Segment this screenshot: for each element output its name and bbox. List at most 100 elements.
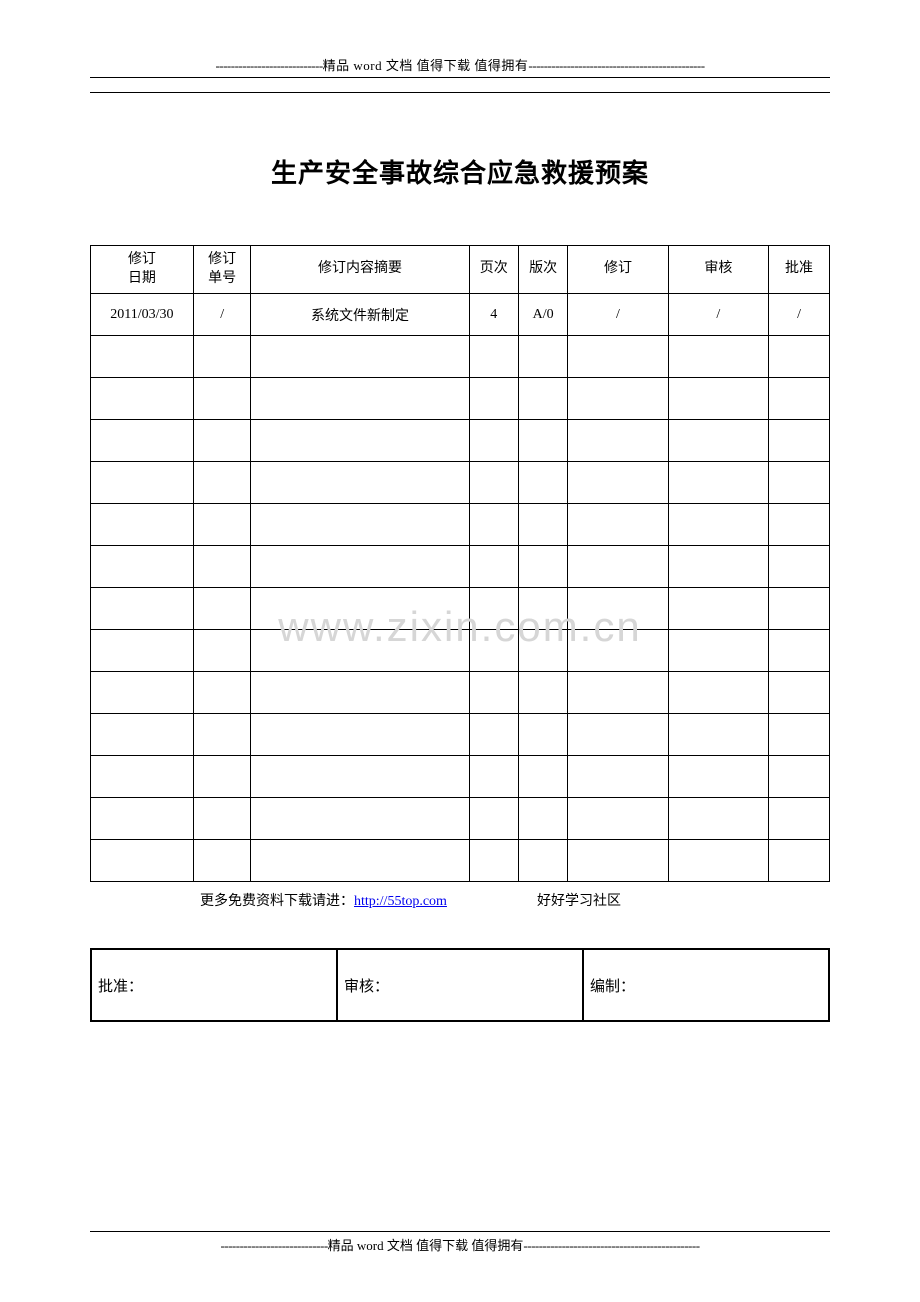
cell-order	[193, 588, 251, 630]
cell-approved	[769, 630, 830, 672]
cell-reviewed	[668, 714, 768, 756]
signoff-approve: 批准：	[91, 949, 337, 1021]
header-dashes-left: ----------------------------	[215, 58, 322, 73]
cell-order	[193, 420, 251, 462]
cell-date	[91, 798, 194, 840]
cell-reviewed	[668, 756, 768, 798]
header-text-suffix: 文档 值得下载 值得拥有	[382, 58, 528, 73]
cell-page	[469, 378, 518, 420]
cell-approved	[769, 798, 830, 840]
cell-page	[469, 462, 518, 504]
th-order: 修订单号	[193, 246, 251, 294]
cell-summary	[251, 714, 469, 756]
cell-version	[518, 420, 567, 462]
cell-date	[91, 630, 194, 672]
cell-version	[518, 504, 567, 546]
cell-reviewed	[668, 798, 768, 840]
cell-page	[469, 588, 518, 630]
cell-summary: 系统文件新制定	[251, 294, 469, 336]
cell-approved	[769, 840, 830, 882]
cell-order: /	[193, 294, 251, 336]
cell-summary	[251, 546, 469, 588]
table-row	[91, 714, 830, 756]
cell-summary	[251, 420, 469, 462]
cell-version	[518, 672, 567, 714]
cell-modified	[568, 714, 668, 756]
footer-text-suffix: 文档 值得下载 值得拥有	[384, 1238, 524, 1253]
cell-order	[193, 630, 251, 672]
cell-date	[91, 840, 194, 882]
download-link[interactable]: http://55top.com	[354, 894, 447, 909]
cell-approved	[769, 336, 830, 378]
cell-date: 2011/03/30	[91, 294, 194, 336]
table-row	[91, 420, 830, 462]
download-link-row: 更多免费资料下载请进：http://55top.com好好学习社区	[90, 890, 830, 910]
cell-modified	[568, 378, 668, 420]
header-word-en: word	[353, 58, 382, 73]
signoff-compile: 编制：	[583, 949, 829, 1021]
footer-dashes-right: ----------------------------------------…	[523, 1238, 699, 1253]
table-row	[91, 336, 830, 378]
cell-approved: /	[769, 294, 830, 336]
cell-version	[518, 462, 567, 504]
cell-page: 4	[469, 294, 518, 336]
cell-approved	[769, 672, 830, 714]
cell-version	[518, 798, 567, 840]
cell-approved	[769, 714, 830, 756]
signoff-table: 批准： 审核： 编制：	[90, 948, 830, 1022]
cell-summary	[251, 462, 469, 504]
cell-page	[469, 546, 518, 588]
cell-page	[469, 756, 518, 798]
cell-order	[193, 840, 251, 882]
cell-summary	[251, 630, 469, 672]
cell-version	[518, 756, 567, 798]
signoff-row: 批准： 审核： 编制：	[91, 949, 829, 1021]
cell-order	[193, 546, 251, 588]
cell-modified	[568, 630, 668, 672]
cell-date	[91, 336, 194, 378]
cell-page	[469, 798, 518, 840]
cell-reviewed	[668, 462, 768, 504]
cell-date	[91, 546, 194, 588]
revision-table: 修订日期 修订单号 修订内容摘要 页次 版次 修订 审核 批准 2011/03/…	[90, 245, 830, 882]
cell-reviewed: /	[668, 294, 768, 336]
table-row	[91, 840, 830, 882]
cell-approved	[769, 588, 830, 630]
table-row	[91, 462, 830, 504]
cell-page	[469, 672, 518, 714]
cell-date	[91, 672, 194, 714]
cell-modified	[568, 588, 668, 630]
cell-reviewed	[668, 630, 768, 672]
cell-modified	[568, 420, 668, 462]
cell-reviewed	[668, 840, 768, 882]
th-date: 修订日期	[91, 246, 194, 294]
cell-date	[91, 588, 194, 630]
cell-modified	[568, 798, 668, 840]
cell-date	[91, 714, 194, 756]
cell-summary	[251, 672, 469, 714]
cell-page	[469, 504, 518, 546]
cell-date	[91, 756, 194, 798]
cell-summary	[251, 588, 469, 630]
cell-reviewed	[668, 672, 768, 714]
cell-date	[91, 462, 194, 504]
cell-version	[518, 630, 567, 672]
footer-rule	[90, 1231, 830, 1232]
cell-modified	[568, 336, 668, 378]
cell-modified	[568, 840, 668, 882]
cell-reviewed	[668, 588, 768, 630]
header-dashes-right: ----------------------------------------…	[528, 58, 704, 73]
cell-reviewed	[668, 546, 768, 588]
cell-page	[469, 336, 518, 378]
community-label: 好好学习社区	[537, 890, 621, 910]
table-row	[91, 798, 830, 840]
table-row	[91, 756, 830, 798]
header-banner: ----------------------------精品 word 文档 值…	[90, 55, 830, 74]
header-rule-1	[90, 77, 830, 78]
table-row	[91, 630, 830, 672]
signoff-review: 审核：	[337, 949, 583, 1021]
cell-page	[469, 714, 518, 756]
cell-version	[518, 714, 567, 756]
footer-dashes-left: ----------------------------	[220, 1238, 327, 1253]
cell-modified: /	[568, 294, 668, 336]
